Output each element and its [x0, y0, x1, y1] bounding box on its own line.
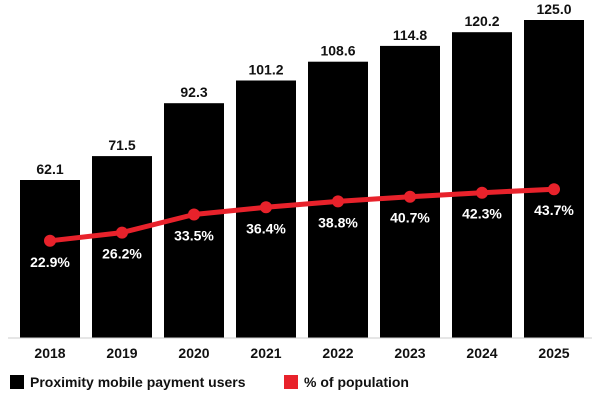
- legend-label-line: % of population: [304, 374, 409, 390]
- percent-label-2023: 40.7%: [390, 210, 430, 226]
- bar-2019: [92, 156, 152, 338]
- bar-2025: [524, 20, 584, 338]
- percent-point-2025: [548, 183, 560, 196]
- x-tick-2022: 2022: [322, 345, 353, 361]
- percent-label-2022: 38.8%: [318, 214, 358, 230]
- x-tick-2021: 2021: [250, 345, 281, 361]
- percent-point-2024: [476, 186, 488, 199]
- percent-point-2019: [116, 226, 128, 239]
- percent-label-2025: 43.7%: [534, 202, 574, 218]
- bar-value-label-2020: 92.3: [180, 84, 207, 100]
- legend-item-line: % of population: [284, 374, 409, 390]
- bar-2018: [20, 180, 80, 338]
- bar-value-label-2019: 71.5: [108, 137, 135, 153]
- labels-layer: 62.1 71.5 92.3 101.2 108.6 114.8 120.2 125.0: [36, 1, 571, 177]
- percent-label-2019: 26.2%: [102, 246, 142, 262]
- percent-label-2024: 42.3%: [462, 206, 502, 222]
- bar-value-label-2023: 114.8: [393, 27, 427, 43]
- percent-point-2020: [188, 208, 200, 221]
- percent-label-2021: 36.4%: [246, 220, 286, 236]
- percent-point-2022: [332, 195, 344, 208]
- x-tick-2018: 2018: [34, 345, 65, 361]
- bar-value-label-2022: 108.6: [320, 43, 355, 59]
- percent-point-2023: [404, 190, 416, 203]
- bar-2024: [452, 32, 512, 338]
- percent-label-2018: 22.9%: [30, 254, 70, 270]
- line-layer: 22.9% 26.2% 33.5% 36.4% 38.8% 40.7% 42.3% 43.7%: [30, 183, 574, 270]
- legend-label-bars: Proximity mobile payment users: [30, 374, 246, 390]
- x-tick-2020: 2020: [178, 345, 209, 361]
- legend: Proximity mobile payment users % of popu…: [10, 374, 409, 390]
- bars-layer: [20, 20, 584, 339]
- bar-value-label-2024: 120.2: [464, 13, 499, 29]
- legend-swatch-bars: [10, 375, 24, 389]
- x-tick-2019: 2019: [106, 345, 137, 361]
- bar-value-label-2025: 125.0: [536, 1, 571, 17]
- percent-point-2021: [260, 201, 272, 214]
- legend-item-bars: Proximity mobile payment users: [10, 374, 246, 390]
- bar-value-label-2021: 101.2: [248, 62, 283, 78]
- x-tick-2024: 2024: [466, 345, 497, 361]
- percent-point-2018: [44, 234, 56, 247]
- legend-swatch-line: [284, 375, 298, 389]
- bar-value-label-2018: 62.1: [36, 161, 63, 177]
- percent-line: [47, 186, 557, 244]
- x-ticks-layer: 2018 2019 2020 2021 2022 2023 2024 2025: [34, 345, 569, 361]
- percent-label-2020: 33.5%: [174, 228, 214, 244]
- x-tick-2023: 2023: [394, 345, 425, 361]
- x-tick-2025: 2025: [538, 345, 569, 361]
